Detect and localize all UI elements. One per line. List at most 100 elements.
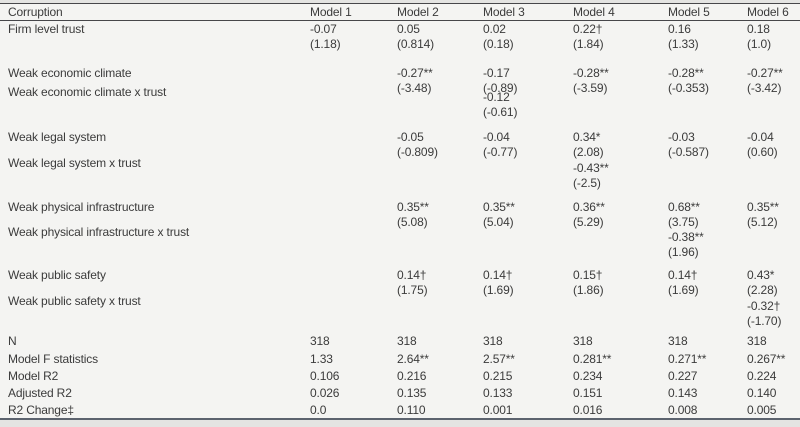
stat-value: 318 <box>483 334 503 348</box>
t-statistic-value: (1.69) <box>483 283 514 297</box>
t-statistic-value: (-0.77) <box>483 145 518 159</box>
cell-model4: -0.43** (-2.5) <box>573 161 609 191</box>
cell-model5: -0.03 (-0.587) <box>668 130 709 160</box>
stat-value: 0.005 <box>747 403 777 417</box>
estimate-value: 0.14† <box>483 268 513 282</box>
estimate-value: -0.04 <box>483 130 510 144</box>
t-statistic-value: (-3.48) <box>397 81 432 95</box>
stat-value: 318 <box>747 334 767 348</box>
stat-value: 0.267** <box>747 352 786 366</box>
t-statistic-value: (-3.42) <box>747 81 782 95</box>
t-statistic-value: (0.814) <box>397 37 434 51</box>
t-statistic-value: (-1.70) <box>747 314 782 328</box>
stat-value: 318 <box>573 334 593 348</box>
row-label: Model F statistics <box>8 352 98 366</box>
cell-model6: -0.32† (-1.70) <box>747 299 781 329</box>
estimate-value: 0.05 <box>397 22 420 36</box>
t-statistic-value: (1.18) <box>310 37 341 51</box>
column-header-model2: Model 2 <box>397 5 439 19</box>
t-statistic-value: (1.86) <box>573 283 604 297</box>
stat-value: 0.110 <box>397 403 426 417</box>
estimate-value: -0.12 <box>483 90 510 104</box>
estimate-value: 0.35** <box>747 200 779 214</box>
estimate-value: 0.14† <box>668 268 698 282</box>
t-statistic-value: (1.0) <box>747 37 771 51</box>
stat-value: 0.224 <box>747 369 777 383</box>
stat-value: 0.151 <box>573 386 603 400</box>
stat-value: 0.215 <box>483 369 513 383</box>
estimate-value: -0.28** <box>573 66 609 80</box>
estimate-value: -0.04 <box>747 130 774 144</box>
t-statistic-value: (-0.89) <box>483 81 518 95</box>
cell-model3: 0.14† (1.69) <box>483 268 514 298</box>
cell-model2: 0.14† (1.75) <box>397 268 428 298</box>
t-statistic-value: (-0.353) <box>668 81 709 95</box>
cell-model5: -0.28** (-0.353) <box>668 66 709 96</box>
t-statistic-value: (0.18) <box>483 37 514 51</box>
cell-model5: 0.68** (3.75) <box>668 200 700 230</box>
cell-model3: 0.02 (0.18) <box>483 22 514 52</box>
column-header-model3: Model 3 <box>483 5 525 19</box>
t-statistic-value: (2.08) <box>573 145 604 159</box>
cell-model2: -0.05 (-0.809) <box>397 130 438 160</box>
cell-model4: 0.22† (1.84) <box>573 22 604 52</box>
header-rule <box>0 20 800 21</box>
cell-model5: -0.38** (1.96) <box>668 230 704 260</box>
column-header-model6: Model 6 <box>747 5 789 19</box>
top-band <box>0 0 800 3</box>
estimate-value: 0.43* <box>747 268 775 282</box>
top-rule <box>0 3 800 4</box>
estimate-value: -0.27** <box>747 66 783 80</box>
estimate-value: 0.16 <box>668 22 691 36</box>
cell-model6: 0.35** (5.12) <box>747 200 779 230</box>
estimate-value: -0.05 <box>397 130 424 144</box>
estimate-value: -0.28** <box>668 66 704 80</box>
row-label: Weak economic climate <box>8 66 132 80</box>
column-header-corruption: Corruption <box>8 5 63 19</box>
cell-model4: 0.34* (2.08) <box>573 130 604 160</box>
t-statistic-value: (3.75) <box>668 215 699 229</box>
t-statistic-value: (5.08) <box>397 215 428 229</box>
column-header-model4: Model 4 <box>573 5 615 19</box>
stat-value: 0.026 <box>310 386 340 400</box>
cell-model6: -0.27** (-3.42) <box>747 66 783 96</box>
estimate-value: 0.14† <box>397 268 427 282</box>
estimate-value: -0.43** <box>573 161 609 175</box>
estimate-value: 0.68** <box>668 200 700 214</box>
stat-value: 0.271** <box>668 352 707 366</box>
stat-value: 318 <box>668 334 688 348</box>
t-statistic-value: (-2.5) <box>573 176 601 190</box>
row-label: R2 Change‡ <box>8 403 74 417</box>
t-statistic-value: (1.69) <box>668 283 699 297</box>
stat-value: 0.0 <box>310 403 327 417</box>
cell-model6: 0.18 (1.0) <box>747 22 771 52</box>
estimate-value: -0.17 <box>483 66 510 80</box>
cell-model4: 0.15† (1.86) <box>573 268 604 298</box>
estimate-value: -0.27** <box>397 66 433 80</box>
t-statistic-value: (-0.809) <box>397 145 438 159</box>
estimate-value: 0.18 <box>747 22 770 36</box>
t-statistic-value: (-0.587) <box>668 145 709 159</box>
stat-value: 0.140 <box>747 386 777 400</box>
estimate-value: -0.32† <box>747 299 781 313</box>
t-statistic-value: (0.60) <box>747 145 778 159</box>
t-statistic-value: (-0.61) <box>483 105 518 119</box>
cell-model4: 0.36** (5.29) <box>573 200 605 230</box>
stat-value: 2.57** <box>483 352 515 366</box>
stat-value: 0.135 <box>397 386 427 400</box>
stat-value: 2.64** <box>397 352 429 366</box>
estimate-value: 0.02 <box>483 22 506 36</box>
t-statistic-value: (5.29) <box>573 215 604 229</box>
t-statistic-value: (5.12) <box>747 215 778 229</box>
stat-value: 0.001 <box>483 403 513 417</box>
estimate-value: 0.22† <box>573 22 603 36</box>
estimate-value: -0.03 <box>668 130 695 144</box>
stat-value: 0.016 <box>573 403 603 417</box>
row-label: Adjusted R2 <box>8 386 72 400</box>
t-statistic-value: (1.33) <box>668 37 699 51</box>
t-statistic-value: (1.84) <box>573 37 604 51</box>
cell-model3: 0.35** (5.04) <box>483 200 515 230</box>
estimate-value: -0.07 <box>310 22 337 36</box>
estimate-value: 0.15† <box>573 268 603 282</box>
